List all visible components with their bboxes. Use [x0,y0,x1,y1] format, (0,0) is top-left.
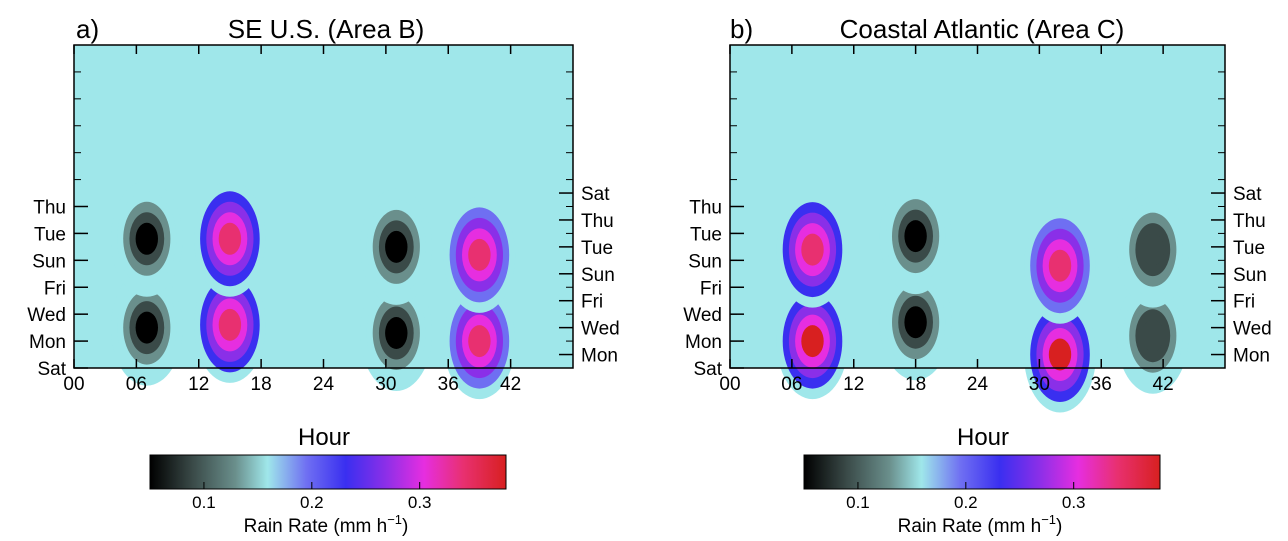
y-right-label-2: Tue [581,238,613,259]
colorbar-tick-label-2: 0.3 [408,493,432,512]
panel-b: b) Coastal Atlantic (Area C) 00 06 12 18 24 3… [683,14,1271,537]
panel-a-letter: a) [76,14,99,44]
y-right-label-4: Fri [581,292,603,313]
x-tick-label-0: 00 [719,374,740,395]
contour-max-0-level-4 [218,308,242,341]
contour-max-2-level-4 [1048,338,1072,371]
y-right-label-0: Sat [581,184,610,205]
y-left-label-4: Wed [683,305,722,326]
panel-b-xlabel: Hour [957,424,1009,451]
contour-min-4-level-4 [904,306,927,339]
y-right-label-5: Wed [581,319,620,340]
y-left-label-2: Sun [32,251,66,272]
panel-a-xlabel: Hour [298,424,350,451]
contour-min-6-level-4 [385,317,408,349]
panel-b-plot: 00 06 12 18 24 30 36 42 Thu Tue Sun Fri Wed Mon Sat Sat… [683,44,1272,413]
panel-a-plot: 00 06 12 18 24 30 36 42 Thu Tue Sun Fri Wed Mon Sat Sat… [27,44,620,400]
contour-min-5-level-4 [904,220,927,253]
panel-a-colorbar-label: Rain Rate (mm h−1) [244,512,409,537]
panel-b-colorbar-label: Rain Rate (mm h−1) [898,512,1063,537]
panel-a: a) SE U.S. (Area B) 00 06 12 18 24 30 36 42 Thu T… [27,14,619,537]
x-tick-label-1: 06 [126,374,147,395]
y-right-label-1: Thu [1233,211,1266,232]
colorbar-tick-label-0: 0.1 [846,493,870,512]
y-right-label-2: Tue [1233,238,1265,259]
x-tick-label-4: 24 [967,374,989,395]
contour-min-6-level-4 [1141,319,1165,352]
x-tick-label-7: 42 [500,374,521,395]
x-tick-label-5: 30 [375,374,396,395]
panel-a-colorbar [149,454,507,490]
y-left-label-3: Fri [700,278,722,299]
y-left-label-5: Mon [29,332,66,353]
y-right-label-1: Thu [581,211,614,232]
contour-max-1-level-4 [801,233,824,266]
y-right-label-3: Sun [581,265,615,286]
y-left-label-6: Sat [693,359,722,380]
colorbar-tick-label-1: 0.2 [954,493,978,512]
panel-a-title: SE U.S. (Area B) [228,14,425,44]
y-right-label-6: Mon [1233,346,1270,367]
contour-max-0-level-4 [801,325,824,358]
contour-max-3-level-4 [1048,249,1072,282]
contour-max-3-level-4 [468,238,491,271]
x-tick-label-7: 42 [1153,374,1174,395]
x-tick-label-2: 12 [188,374,209,395]
colorbar-tick-label-1: 0.2 [300,493,324,512]
colorbar-tick-label-0: 0.1 [192,493,216,512]
panel-b-letter: b) [730,14,753,44]
contour-max-2-level-4 [468,325,491,358]
y-left-label-1: Tue [34,224,66,245]
contour-min-5-level-4 [135,222,158,255]
y-right-label-4: Fri [1233,292,1255,313]
x-tick-label-6: 36 [1091,374,1112,395]
y-right-label-3: Sun [1233,265,1267,286]
x-tick-label-4: 24 [313,374,335,395]
y-left-label-0: Thu [689,198,722,219]
panel-b-title: Coastal Atlantic (Area C) [840,14,1125,44]
x-tick-label-3: 18 [251,374,272,395]
y-left-label-3: Fri [44,278,66,299]
y-left-label-2: Sun [688,251,722,272]
contour-min-7-level-4 [1141,233,1165,266]
panel-b-colorbar [803,454,1161,490]
x-tick-label-3: 18 [905,374,926,395]
x-tick-label-6: 36 [438,374,459,395]
y-left-label-4: Wed [27,305,66,326]
y-left-label-5: Mon [685,332,722,353]
contour-min-7-level-4 [385,230,408,263]
contour-max-1-level-4 [218,222,242,255]
y-left-label-0: Thu [33,198,66,219]
y-left-label-6: Sat [37,359,66,380]
x-tick-label-5: 30 [1029,374,1050,395]
y-left-label-1: Tue [690,224,722,245]
x-tick-label-0: 00 [63,374,84,395]
contour-min-4-level-4 [135,311,158,344]
y-right-label-5: Wed [1233,319,1272,340]
y-right-label-0: Sat [1233,184,1262,205]
x-tick-label-2: 12 [843,374,864,395]
x-tick-label-1: 06 [781,374,802,395]
y-right-label-6: Mon [581,346,618,367]
colorbar-tick-label-2: 0.3 [1062,493,1086,512]
